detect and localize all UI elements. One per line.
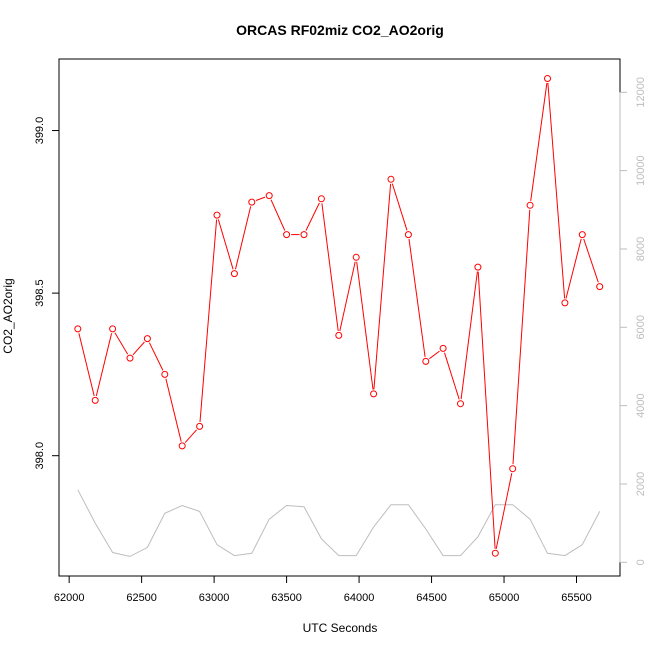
primary-series-point — [439, 344, 447, 352]
primary-series-point — [248, 198, 256, 206]
x-tick-label: 62500 — [126, 592, 157, 604]
primary-series-point — [317, 195, 325, 203]
x-tick-label: 63000 — [199, 592, 230, 604]
y2-tick-label: 4000 — [635, 393, 647, 417]
primary-series-segment — [444, 352, 460, 400]
primary-series-point — [387, 175, 395, 183]
primary-series-segment — [255, 196, 266, 201]
primary-series-point — [404, 231, 412, 239]
y2-tick-label: 10000 — [635, 155, 647, 186]
x-tick-label: 65000 — [489, 592, 520, 604]
primary-series-segment — [429, 350, 440, 360]
primary-series-segment — [530, 82, 548, 201]
primary-series-segment — [547, 82, 566, 299]
primary-series-point — [370, 390, 378, 398]
y-axis-label: CO2_AO2orig — [1, 278, 15, 353]
x-tick-label: 64000 — [344, 592, 375, 604]
y-tick-label: 398.0 — [34, 442, 46, 470]
primary-series-point — [526, 201, 534, 209]
y2-tick-label: 0 — [635, 559, 647, 565]
y2-tick-label: 2000 — [635, 472, 647, 496]
y-tick-label: 399.0 — [34, 117, 46, 145]
primary-series-point — [300, 231, 308, 239]
primary-series-point — [283, 231, 291, 239]
secondary-series-line — [77, 489, 601, 557]
primary-series-segment — [321, 203, 339, 331]
primary-series-segment — [217, 219, 234, 270]
y-axis: 398.0 398.5 399.0 — [34, 117, 60, 470]
secondary-series — [77, 489, 601, 557]
primary-series-segment — [477, 271, 496, 549]
primary-series-point — [143, 335, 151, 343]
primary-series-point — [91, 396, 99, 404]
primary-series-point — [352, 253, 360, 261]
primary-series-point — [109, 325, 117, 333]
primary-series-point — [491, 549, 499, 557]
primary-series-segment — [356, 261, 374, 390]
y2-tick-label: 12000 — [635, 77, 647, 108]
primary-series-point — [578, 231, 586, 239]
primary-series-segment — [165, 378, 182, 442]
primary-series-segment — [373, 183, 392, 390]
primary-series-segment — [495, 472, 513, 549]
primary-series-segment — [184, 429, 197, 443]
primary-series-point — [74, 325, 82, 333]
chart-title: ORCAS RF02miz CO2_AO2orig — [236, 22, 444, 38]
primary-series-segment — [235, 206, 252, 270]
x-axis-label: UTC Seconds — [303, 621, 378, 635]
primary-series — [74, 75, 604, 557]
primary-series-segment — [270, 199, 286, 231]
y2-tick-label: 6000 — [635, 315, 647, 339]
primary-series-point — [544, 75, 551, 82]
primary-series-segment — [583, 238, 599, 283]
primary-series-point — [457, 400, 464, 408]
primary-series-point — [335, 331, 343, 339]
x-tick-label: 64500 — [416, 592, 447, 604]
primary-series-segment — [114, 332, 129, 355]
primary-series-point — [265, 192, 273, 200]
primary-series-segment — [95, 333, 113, 397]
primary-series-segment — [339, 261, 356, 332]
primary-series-segment — [408, 238, 426, 357]
primary-series-point — [126, 354, 134, 362]
x-tick-label: 63500 — [271, 592, 302, 604]
plot-frame — [58, 58, 621, 577]
primary-series-segment — [78, 333, 95, 397]
y-tick-label: 398.5 — [34, 279, 46, 307]
x-tick-label: 65500 — [561, 592, 592, 604]
primary-series-segment — [460, 271, 478, 400]
primary-series-point — [509, 465, 517, 473]
x-axis: 62000 62500 63000 63500 64000 64500 65000 65500 — [54, 575, 592, 604]
primary-series-segment — [512, 209, 531, 465]
x-tick-label: 62000 — [54, 592, 85, 604]
primary-series-segment — [132, 341, 145, 356]
primary-series-point — [196, 422, 204, 430]
primary-series-point — [230, 270, 238, 278]
y2-axis: 0 2000 4000 6000 8000 10000 12000 — [619, 77, 647, 565]
primary-series-segment — [565, 238, 582, 299]
primary-series-segment — [148, 342, 164, 371]
primary-series-point — [561, 299, 569, 307]
primary-series-point — [596, 283, 604, 291]
primary-series-segment — [305, 202, 320, 231]
primary-series-segment — [199, 219, 218, 422]
primary-series-point — [213, 211, 221, 219]
primary-series-segment — [391, 183, 408, 231]
y2-tick-label: 8000 — [635, 237, 647, 261]
primary-series-point — [474, 263, 482, 271]
primary-series-point — [161, 370, 169, 378]
primary-series-point — [422, 357, 430, 365]
primary-series-point — [178, 442, 186, 450]
